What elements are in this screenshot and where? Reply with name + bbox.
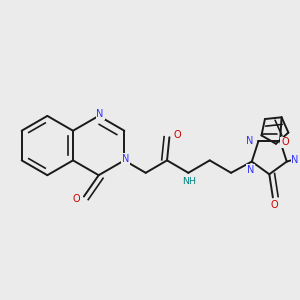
Text: N: N xyxy=(97,110,104,119)
Text: N: N xyxy=(247,136,254,146)
Text: O: O xyxy=(73,194,80,204)
Text: O: O xyxy=(174,130,182,140)
Text: N: N xyxy=(122,154,130,164)
Text: N: N xyxy=(291,155,299,165)
Text: NH: NH xyxy=(183,177,196,186)
Text: O: O xyxy=(281,137,289,147)
Text: N: N xyxy=(247,165,254,175)
Text: O: O xyxy=(271,200,278,210)
